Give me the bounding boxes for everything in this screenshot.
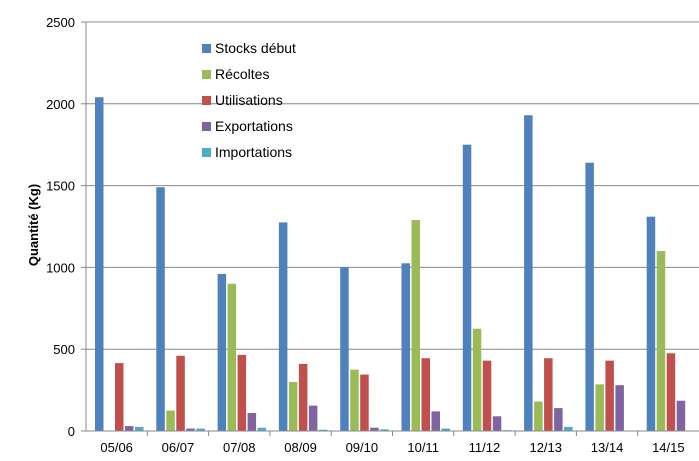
legend-swatch xyxy=(202,44,211,53)
bar-Exportations xyxy=(431,411,440,431)
bar-Exportations xyxy=(247,413,257,431)
x-tick-labels: 05/06 06/07 07/08 08/09 09/10 10/11 11/12 12/13… xyxy=(100,431,685,455)
y-tick-label: 0 xyxy=(68,424,75,439)
bar-Utilisations xyxy=(360,374,369,431)
bar-Exportations xyxy=(125,426,134,431)
bar-Utilisations xyxy=(298,363,308,431)
legend-label: Récoltes xyxy=(215,66,269,82)
y-tick-label: 500 xyxy=(53,342,75,357)
legend: Stocks début Récoltes Utilisations Exportat… xyxy=(202,40,296,160)
y-tick-labels: 0 500 1000 1500 2000 2500 xyxy=(46,15,86,439)
x-tick-label: 05/06 xyxy=(100,440,133,455)
bar-Exportations xyxy=(186,428,195,431)
bar-Utilisations xyxy=(666,353,676,431)
bar-Récoltes xyxy=(166,410,175,431)
bar-Stocks début xyxy=(156,187,165,431)
bar-Importations xyxy=(196,428,205,431)
bar-Utilisations xyxy=(115,363,124,431)
x-tick-label: 07/08 xyxy=(223,440,256,455)
legend-label: Importations xyxy=(215,144,292,160)
x-tick-label: 08/09 xyxy=(284,440,317,455)
legend-swatch xyxy=(202,122,211,131)
bar-Importations xyxy=(564,426,573,431)
bar-Utilisations xyxy=(421,358,430,431)
bar-Exportations xyxy=(676,400,686,431)
bar-Stocks début xyxy=(278,222,288,431)
bar-Stocks début xyxy=(462,144,472,431)
bar-Récoltes xyxy=(227,283,237,431)
y-tick-label: 2000 xyxy=(46,97,75,112)
bar-Stocks début xyxy=(95,97,104,432)
y-tick-label: 2500 xyxy=(46,15,75,30)
legend-label: Stocks début xyxy=(215,40,296,56)
bar-Récoltes xyxy=(288,381,298,431)
bar-Stocks début xyxy=(340,267,349,431)
bar-Utilisations xyxy=(237,354,247,431)
bar-Récoltes xyxy=(411,219,420,431)
bar-Utilisations xyxy=(482,360,492,431)
bar-Exportations xyxy=(615,385,624,431)
bar-Exportations xyxy=(308,405,318,431)
bar-Importations xyxy=(441,428,450,431)
bar-Stocks début xyxy=(217,273,227,431)
y-tick-label: 1000 xyxy=(46,260,75,275)
bar-Stocks début xyxy=(646,216,656,431)
x-tick-label: 12/13 xyxy=(529,440,562,455)
bar-Exportations xyxy=(554,408,563,431)
bar-Stocks début xyxy=(585,162,594,432)
legend-swatch xyxy=(202,96,211,105)
gridlines xyxy=(86,21,699,350)
x-tick-label: 14/15 xyxy=(652,440,685,455)
bar-Stocks début xyxy=(524,115,533,431)
bar-Récoltes xyxy=(350,369,359,431)
bar-Récoltes xyxy=(472,328,482,431)
y-axis-label: Quantité (Kg) xyxy=(26,184,41,266)
x-tick-label: 13/14 xyxy=(591,440,624,455)
bar-Exportations xyxy=(370,427,379,431)
bar-Importations xyxy=(380,429,389,431)
bar-Exportations xyxy=(492,416,502,431)
bar-Stocks début xyxy=(401,263,410,431)
bar-Importations xyxy=(257,427,267,431)
x-tick-label: 11/12 xyxy=(469,440,501,455)
legend-swatch xyxy=(202,148,211,157)
legend-swatch xyxy=(202,70,211,79)
bar-Récoltes xyxy=(534,401,543,431)
legend-label: Utilisations xyxy=(215,92,283,108)
y-tick-label: 1500 xyxy=(46,179,75,194)
bar-Récoltes xyxy=(656,251,666,431)
x-tick-label: 10/11 xyxy=(407,440,439,455)
legend-label: Exportations xyxy=(215,118,293,134)
bar-Utilisations xyxy=(176,355,185,431)
bar-Importations xyxy=(135,426,144,431)
bar-Importations xyxy=(318,429,328,431)
x-tick-label: 06/07 xyxy=(162,440,195,455)
bars xyxy=(95,97,686,432)
bar-Utilisations xyxy=(544,358,553,431)
bar-Récoltes xyxy=(595,384,604,431)
x-tick-label: 09/10 xyxy=(346,440,379,455)
bar-Utilisations xyxy=(605,360,614,431)
